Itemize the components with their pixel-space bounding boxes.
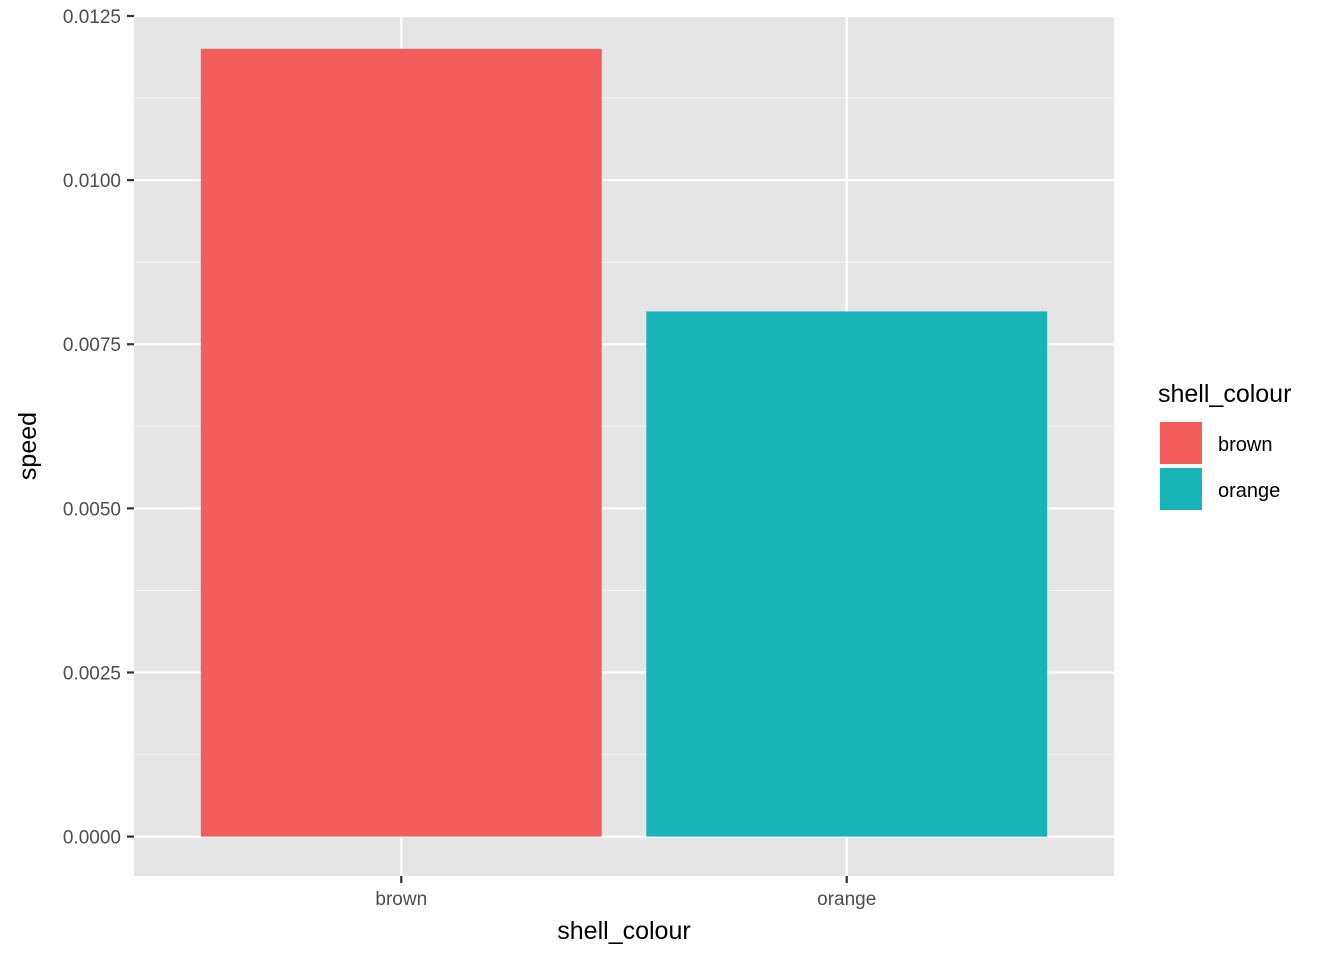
x-tick-label: orange (817, 889, 876, 910)
y-axis: 0.0000 0.0025 0.0050 0.0075 0.0100 0.0125 (63, 7, 134, 849)
legend-label-orange: orange (1218, 480, 1280, 502)
bars (200, 48, 1048, 837)
x-tick-label: brown (375, 889, 427, 910)
bar-orange (646, 311, 1048, 837)
legend-label-brown: brown (1218, 434, 1272, 456)
legend-title: shell_colour (1158, 380, 1291, 408)
y-tick-label: 0.0100 (63, 171, 121, 192)
y-tick-label: 0.0000 (63, 828, 121, 849)
y-tick-label: 0.0125 (63, 7, 121, 28)
legend: shell_colour brown orange (1158, 380, 1291, 510)
y-tick-label: 0.0050 (63, 499, 121, 520)
x-axis: brown orange (375, 876, 876, 910)
legend-key-brown (1160, 422, 1202, 464)
bar-brown (200, 48, 602, 837)
x-axis-title: shell_colour (557, 917, 690, 945)
y-axis-title: speed (14, 412, 42, 480)
y-tick-label: 0.0075 (63, 335, 121, 356)
legend-key-orange (1160, 468, 1202, 510)
y-tick-label: 0.0025 (63, 663, 121, 684)
